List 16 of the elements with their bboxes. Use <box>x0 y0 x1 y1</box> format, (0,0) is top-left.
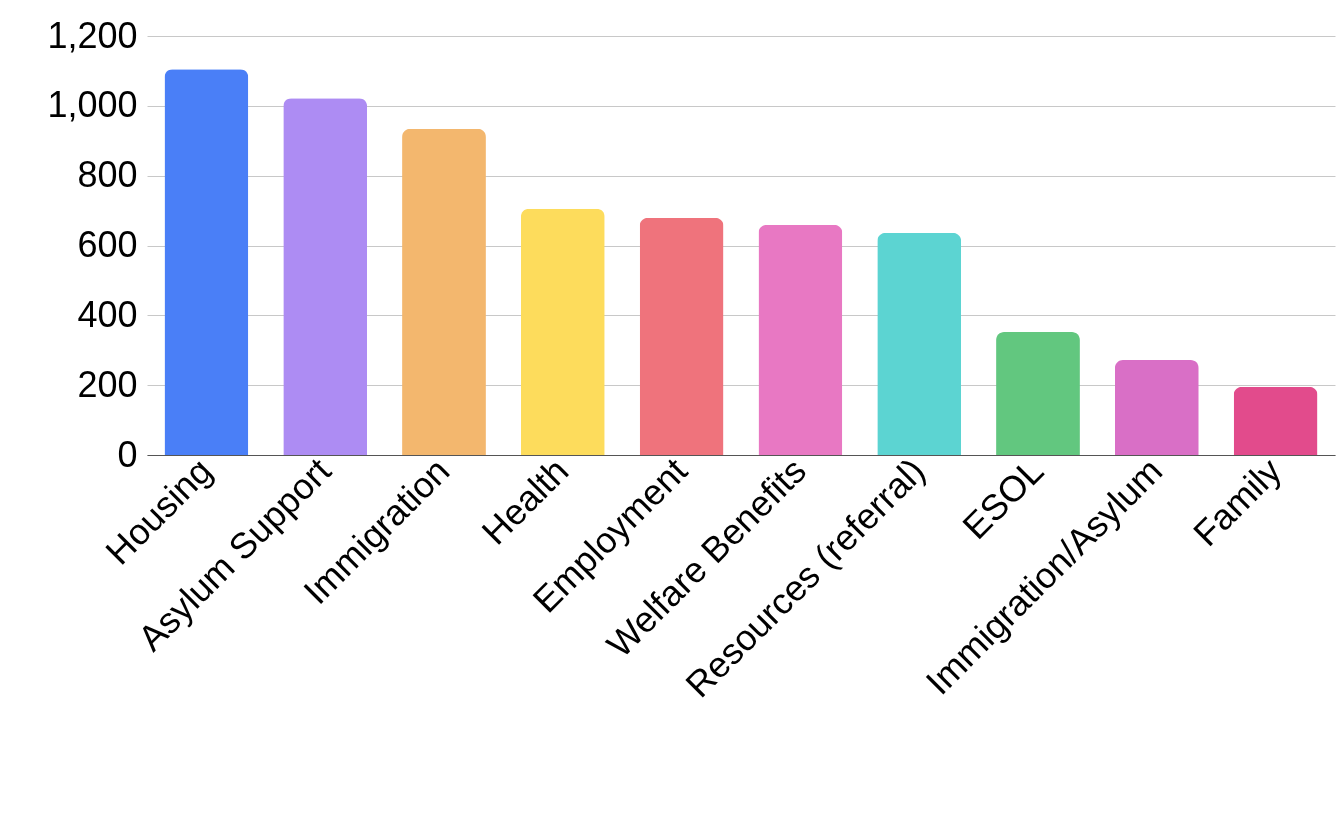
y-tick-label: 200 <box>77 363 138 405</box>
bar <box>164 69 249 455</box>
y-tick-label: 800 <box>77 154 138 196</box>
bar <box>877 232 962 455</box>
bar <box>758 224 843 455</box>
bar <box>283 98 368 455</box>
bar <box>996 332 1080 455</box>
y-tick-label: 1,000 <box>47 84 138 126</box>
bar <box>402 128 486 455</box>
y-tick-label: 1,200 <box>47 14 138 56</box>
bar <box>639 217 724 455</box>
y-tick-label: 600 <box>77 224 138 265</box>
y-tick-label: 400 <box>77 293 138 335</box>
bar <box>1233 386 1318 455</box>
bar <box>520 208 605 455</box>
bar <box>1114 360 1199 455</box>
